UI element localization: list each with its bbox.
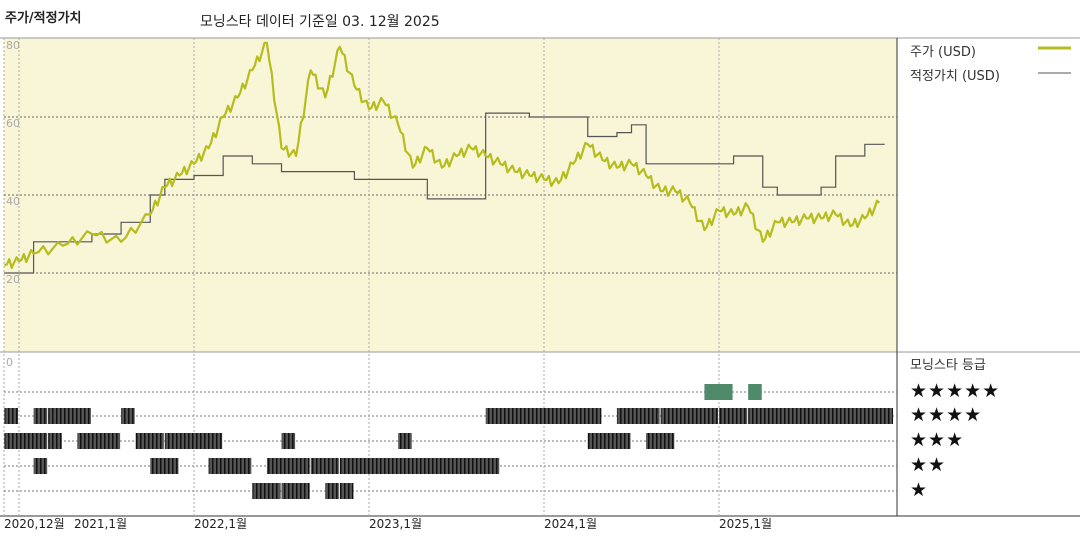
rating-bar-3-star (398, 433, 412, 449)
rating-bar-4-star (4, 408, 19, 424)
rating-bar-4-star (719, 408, 748, 424)
rating-bar-2-star (266, 458, 310, 474)
stars-5: ★★★★★ (910, 380, 1001, 402)
stars-1: ★ (910, 479, 929, 501)
rating-legend-title: 모닝스타 등급 (910, 358, 986, 373)
rating-bar-4-star (48, 408, 91, 424)
rating-bar-3-star (281, 433, 296, 449)
legend-price: 주가 (USD) (910, 45, 976, 60)
legend-panel-bg (897, 38, 1080, 516)
stars-4: ★★★★ (910, 404, 983, 426)
x-tick-label: 2022,1월 (194, 517, 247, 531)
rating-bar-4-star (616, 408, 660, 424)
rating-bar-3-star (135, 433, 164, 449)
y-tick-label: 0 (6, 356, 13, 369)
rating-bar-2-star (398, 458, 500, 474)
y-tick-label: 20 (6, 273, 20, 286)
rating-bar-3-star (587, 433, 631, 449)
rating-bar-1-star (339, 483, 354, 499)
stars-2: ★★ (910, 454, 947, 476)
rating-bar-5-star (748, 384, 762, 400)
rating-bar-4-star (748, 408, 893, 424)
x-tick-label: 2020,12월 (4, 517, 65, 531)
rating-bar-3-star (164, 433, 223, 449)
rating-bar-4-star (33, 408, 48, 424)
y-tick-label: 40 (6, 195, 20, 208)
rating-bar-2-star (208, 458, 252, 474)
rating-bar-3-star (4, 433, 48, 449)
chart-title: 주가/적정가치 (5, 11, 82, 26)
x-tick-label: 2023,1월 (369, 517, 422, 531)
x-tick-label: 2024,1월 (544, 517, 597, 531)
rating-bar-3-star (48, 433, 62, 449)
rating-bar-1-star (252, 483, 281, 499)
rating-bar-3-star (646, 433, 675, 449)
rating-bar-3-star (77, 433, 121, 449)
stars-3: ★★★ (910, 429, 965, 451)
x-tick-label: 2021,1월 (74, 517, 127, 531)
rating-bar-2-star (339, 458, 412, 474)
rating-bar-1-star (325, 483, 339, 499)
rating-bar-4-star (121, 408, 135, 424)
rating-bar-2-star (150, 458, 179, 474)
x-tick-label: 2025,1월 (719, 517, 772, 531)
rating-bar-2-star (310, 458, 339, 474)
data-date: 모닝스타 데이터 기준일 03. 12월 2025 (200, 14, 440, 30)
rating-bar-4-star (660, 408, 718, 424)
price-line (4, 41, 881, 269)
y-tick-label: 80 (6, 39, 20, 52)
fair-value-line (4, 112, 885, 274)
rating-bar-1-star (281, 483, 310, 499)
y-tick-label: 60 (6, 117, 20, 130)
rating-bar-4-star (485, 408, 602, 424)
legend-fair-value: 적정가치 (USD) (910, 69, 1000, 84)
rating-bar-5-star (704, 384, 733, 400)
rating-bar-2-star (33, 458, 48, 474)
